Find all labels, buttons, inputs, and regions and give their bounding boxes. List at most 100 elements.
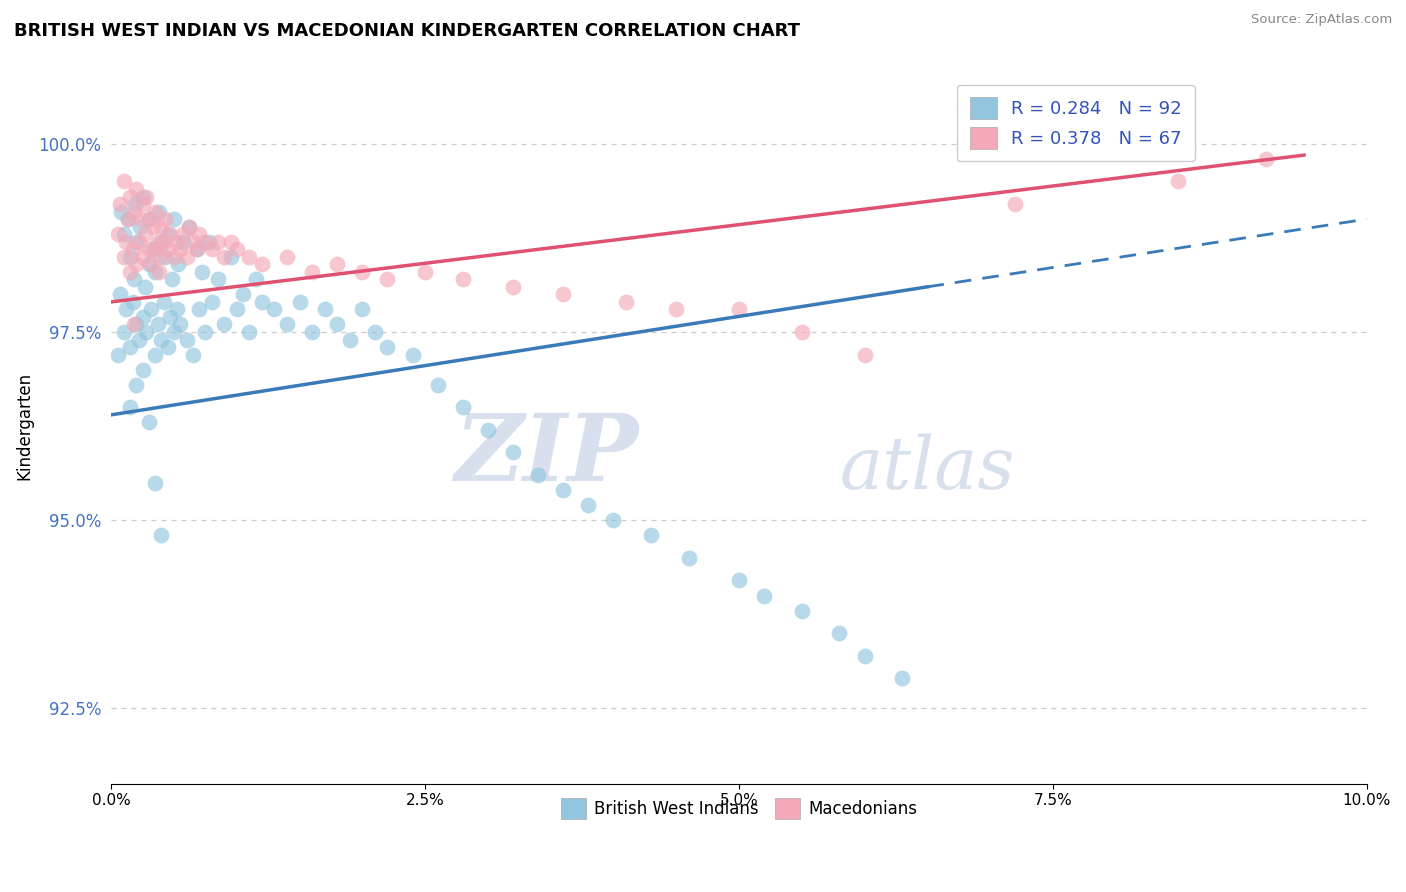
Point [214, 318, 236, 332]
Point [426, 377, 449, 392]
Point [120, 265, 142, 279]
Point [288, 294, 311, 309]
Point [314, 302, 336, 317]
Point [120, 340, 142, 354]
Point [413, 265, 436, 279]
Point [502, 445, 524, 459]
Point [188, 227, 211, 241]
Point [665, 302, 688, 317]
Point [112, 174, 135, 188]
Point [364, 325, 387, 339]
Point [352, 265, 374, 279]
Point [134, 280, 156, 294]
Point [141, 257, 163, 271]
Point [166, 257, 188, 271]
Point [301, 325, 323, 339]
Point [120, 189, 142, 203]
Point [678, 550, 700, 565]
Point [143, 348, 166, 362]
Point [250, 257, 273, 271]
Point [377, 272, 399, 286]
Point [238, 325, 260, 339]
Point [301, 265, 323, 279]
Point [250, 294, 273, 309]
Point [326, 257, 349, 271]
Point [326, 318, 349, 332]
Point [181, 235, 204, 249]
Point [112, 325, 135, 339]
Point [128, 235, 150, 249]
Point [121, 294, 143, 309]
Point [166, 235, 188, 249]
Point [122, 272, 145, 286]
Point [172, 227, 194, 241]
Point [186, 242, 208, 256]
Point [225, 302, 247, 317]
Point [186, 242, 208, 256]
Point [131, 362, 153, 376]
Point [150, 250, 173, 264]
Point [451, 401, 474, 415]
Point [891, 671, 914, 685]
Point [752, 589, 775, 603]
Point [160, 272, 183, 286]
Point [138, 212, 160, 227]
Text: Source: ZipAtlas.com: Source: ZipAtlas.com [1251, 13, 1392, 27]
Point [150, 235, 173, 249]
Point [129, 219, 152, 234]
Point [125, 235, 148, 249]
Point [159, 310, 181, 324]
Point [790, 325, 813, 339]
Point [276, 318, 298, 332]
Point [142, 242, 165, 256]
Point [143, 242, 166, 256]
Point [112, 250, 135, 264]
Y-axis label: Kindergarten: Kindergarten [15, 372, 32, 480]
Point [1167, 174, 1189, 188]
Point [728, 574, 751, 588]
Point [125, 377, 148, 392]
Point [155, 212, 177, 227]
Point [163, 250, 186, 264]
Point [138, 257, 160, 271]
Point [131, 250, 153, 264]
Point [576, 498, 599, 512]
Point [141, 302, 163, 317]
Point [115, 302, 138, 317]
Point [131, 197, 153, 211]
Point [163, 325, 186, 339]
Point [142, 219, 165, 234]
Point [602, 513, 624, 527]
Point [828, 626, 851, 640]
Point [553, 287, 575, 301]
Point [143, 475, 166, 490]
Point [156, 242, 179, 256]
Point [207, 235, 229, 249]
Point [115, 235, 138, 249]
Point [614, 294, 637, 309]
Point [148, 204, 170, 219]
Point [159, 227, 181, 241]
Point [179, 219, 201, 234]
Point [451, 272, 474, 286]
Point [128, 333, 150, 347]
Point [181, 348, 204, 362]
Point [232, 287, 254, 301]
Point [125, 182, 148, 196]
Point [134, 227, 156, 241]
Point [207, 272, 229, 286]
Point [122, 204, 145, 219]
Point [169, 242, 191, 256]
Point [219, 250, 242, 264]
Point [121, 242, 143, 256]
Point [477, 423, 499, 437]
Point [108, 197, 131, 211]
Point [527, 468, 550, 483]
Text: BRITISH WEST INDIAN VS MACEDONIAN KINDERGARTEN CORRELATION CHART: BRITISH WEST INDIAN VS MACEDONIAN KINDER… [14, 22, 800, 40]
Point [194, 235, 217, 249]
Point [219, 235, 242, 249]
Point [110, 204, 132, 219]
Point [148, 265, 170, 279]
Point [166, 302, 188, 317]
Point [790, 604, 813, 618]
